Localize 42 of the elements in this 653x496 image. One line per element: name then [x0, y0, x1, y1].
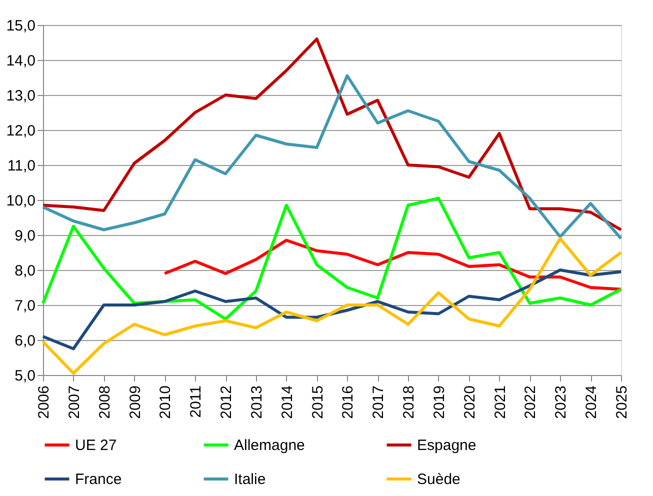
line-series [42, 268, 622, 350]
x-tick-label: 2022 [522, 386, 540, 419]
y-tick-label: 5,0 [14, 368, 36, 384]
line-series [163, 238, 622, 291]
legend-label: Allemagne [234, 437, 305, 454]
y-tick-label: 14,0 [6, 52, 36, 70]
line-series [42, 196, 622, 320]
legend-label: Italie [234, 471, 266, 488]
legend-label: Espagne [417, 437, 476, 454]
x-tick-label: 2019 [430, 386, 448, 419]
y-tick-label: 8,0 [14, 262, 36, 280]
x-tick-label: 2007 [66, 386, 83, 419]
x-tick-label: 2009 [126, 386, 144, 419]
y-tick-label: 6,0 [14, 332, 36, 350]
legend-label: Suède [417, 471, 460, 488]
x-tick-label: 2010 [157, 386, 174, 419]
legend-label: France [75, 471, 122, 488]
x-tick-label: 2021 [492, 386, 509, 419]
x-tick-label: 2006 [36, 386, 52, 419]
y-tick-label: 11,0 [7, 158, 36, 174]
y-tick-label: 7,0 [14, 298, 36, 314]
x-tick-label: 2013 [248, 386, 266, 419]
x-tick-label: 2023 [552, 386, 570, 419]
y-tick-label: 9,0 [14, 228, 36, 244]
x-tick-label: 2011 [188, 386, 205, 418]
x-tick-label: 2012 [218, 386, 236, 419]
legend-label: UE 27 [75, 437, 117, 454]
y-tick-label: 10,0 [6, 192, 36, 210]
x-tick-label: 2014 [278, 386, 296, 419]
y-tick-label: 13,0 [6, 88, 36, 104]
x-tick-label: 2025 [614, 386, 630, 419]
x-tick-label: 2015 [309, 386, 326, 419]
line-series [42, 74, 622, 240]
x-tick-label: 2020 [461, 386, 478, 419]
x-tick-label: 2018 [400, 386, 418, 419]
y-tick-label: 15,0 [6, 18, 36, 34]
y-tick-label: 12,0 [6, 122, 36, 140]
line-series [42, 38, 622, 232]
x-tick-label: 2017 [370, 386, 388, 419]
x-tick-label: 2016 [340, 386, 357, 419]
x-tick-label: 2008 [96, 386, 114, 419]
x-tick-label: 2024 [583, 386, 600, 419]
